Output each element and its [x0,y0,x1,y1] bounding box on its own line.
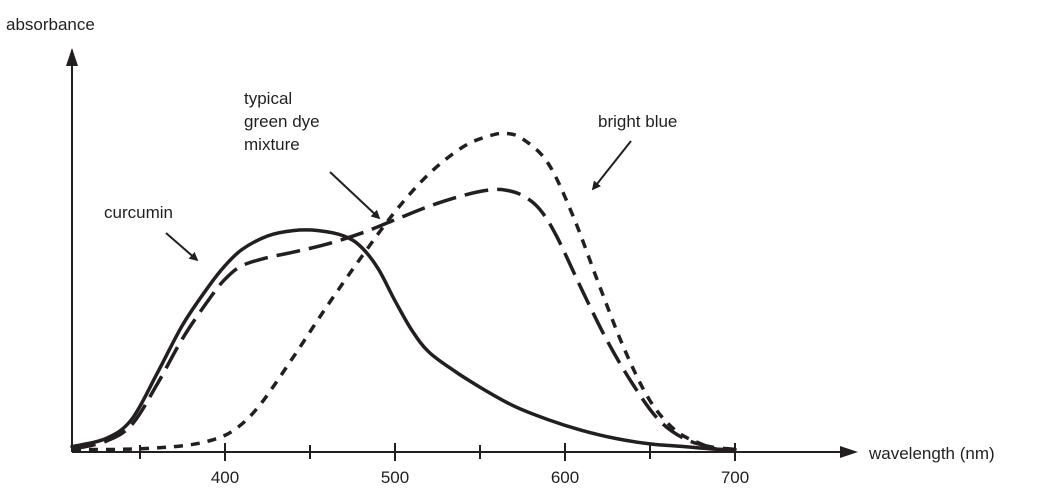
x-tick-label-600: 600 [551,468,579,487]
annotation-curcumin-arrow-icon [165,232,199,262]
x-axis-tick-labels: 400 500 600 700 [211,468,749,487]
y-axis-arrow-icon [66,48,78,66]
y-axis-label: absorbance [6,15,95,34]
annotation-typical-green-dye-mixture-label-line: typical [244,89,292,108]
annotation-curcumin-label: curcumin [104,203,173,222]
annotation-typical-green-dye-mixture-arrow-icon [329,171,381,220]
data-series [70,131,737,452]
series-bright-blue [71,131,736,452]
x-tick-label-400: 400 [211,468,239,487]
annotation-curcumin-label-line: curcumin [104,203,173,222]
curve-annotations: curcumin typical green dye mixture bright bl… [104,89,677,262]
x-tick-label-500: 500 [381,468,409,487]
x-tick-label-700: 700 [721,468,749,487]
x-axis-arrow-icon [840,446,858,458]
annotation-bright-blue-arrow-icon [591,140,632,191]
annotation-typical-green-dye-mixture-label-line: green dye [244,112,320,131]
series-curcumin [70,228,737,452]
series-typical-green-dye-mixture [71,187,736,452]
annotation-typical-green-dye-mixture-label: typical green dye mixture [244,89,320,154]
x-axis-label: wavelength (nm) [868,444,995,463]
annotation-bright-blue-label: bright blue [598,112,677,131]
annotation-typical-green-dye-mixture-label-line: mixture [244,135,300,154]
annotation-bright-blue-label-line: bright blue [598,112,677,131]
